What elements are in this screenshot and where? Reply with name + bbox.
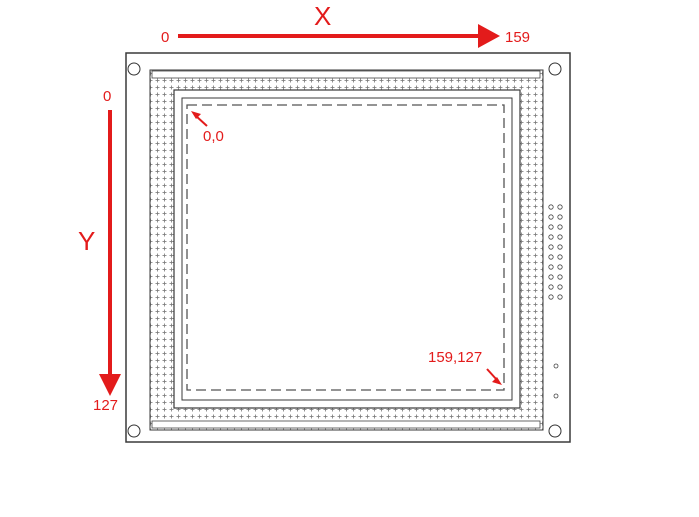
header-pin [548, 284, 554, 290]
mounting-hole-icon [127, 62, 562, 438]
small-hole [553, 363, 559, 369]
y-axis-end-label: 127 [93, 397, 119, 414]
header-pin [557, 204, 563, 210]
pointer-arrow-icon [486, 368, 502, 385]
pointer-arrow-icon [191, 111, 208, 127]
inner-frame [181, 97, 513, 401]
arrow-down-icon [99, 110, 121, 396]
x-axis-start-label: 0 [161, 29, 170, 46]
header-pin [548, 274, 554, 280]
header-pin [557, 264, 563, 270]
header-pin [557, 244, 563, 250]
arrow-right-icon [178, 24, 500, 48]
header-pin [548, 214, 554, 220]
origin-coordinate-label: 0,0 [203, 128, 224, 145]
header-pin [557, 214, 563, 220]
y-axis-start-label: 0 [103, 88, 112, 105]
bottom-strip [151, 420, 541, 429]
header-pin [548, 204, 554, 210]
header-pin [548, 254, 554, 260]
x-axis-label: X [314, 1, 332, 31]
header-pin [548, 244, 554, 250]
active-area-outline [186, 104, 505, 391]
header-pin [557, 274, 563, 280]
top-strip [151, 70, 541, 79]
header-pin [548, 264, 554, 270]
max-coordinate-label: 159,127 [428, 349, 483, 366]
header-pin [557, 254, 563, 260]
header-pin [557, 234, 563, 240]
small-hole [553, 393, 559, 399]
header-pin [548, 294, 554, 300]
x-axis-end-label: 159 [505, 29, 531, 46]
header-pin [557, 284, 563, 290]
inner-frame-outer [173, 89, 521, 409]
y-axis-label: Y [78, 226, 96, 256]
header-pin [548, 234, 554, 240]
header-pin [548, 224, 554, 230]
header-pin [557, 294, 563, 300]
header-pin [557, 224, 563, 230]
pin-header [548, 204, 563, 300]
